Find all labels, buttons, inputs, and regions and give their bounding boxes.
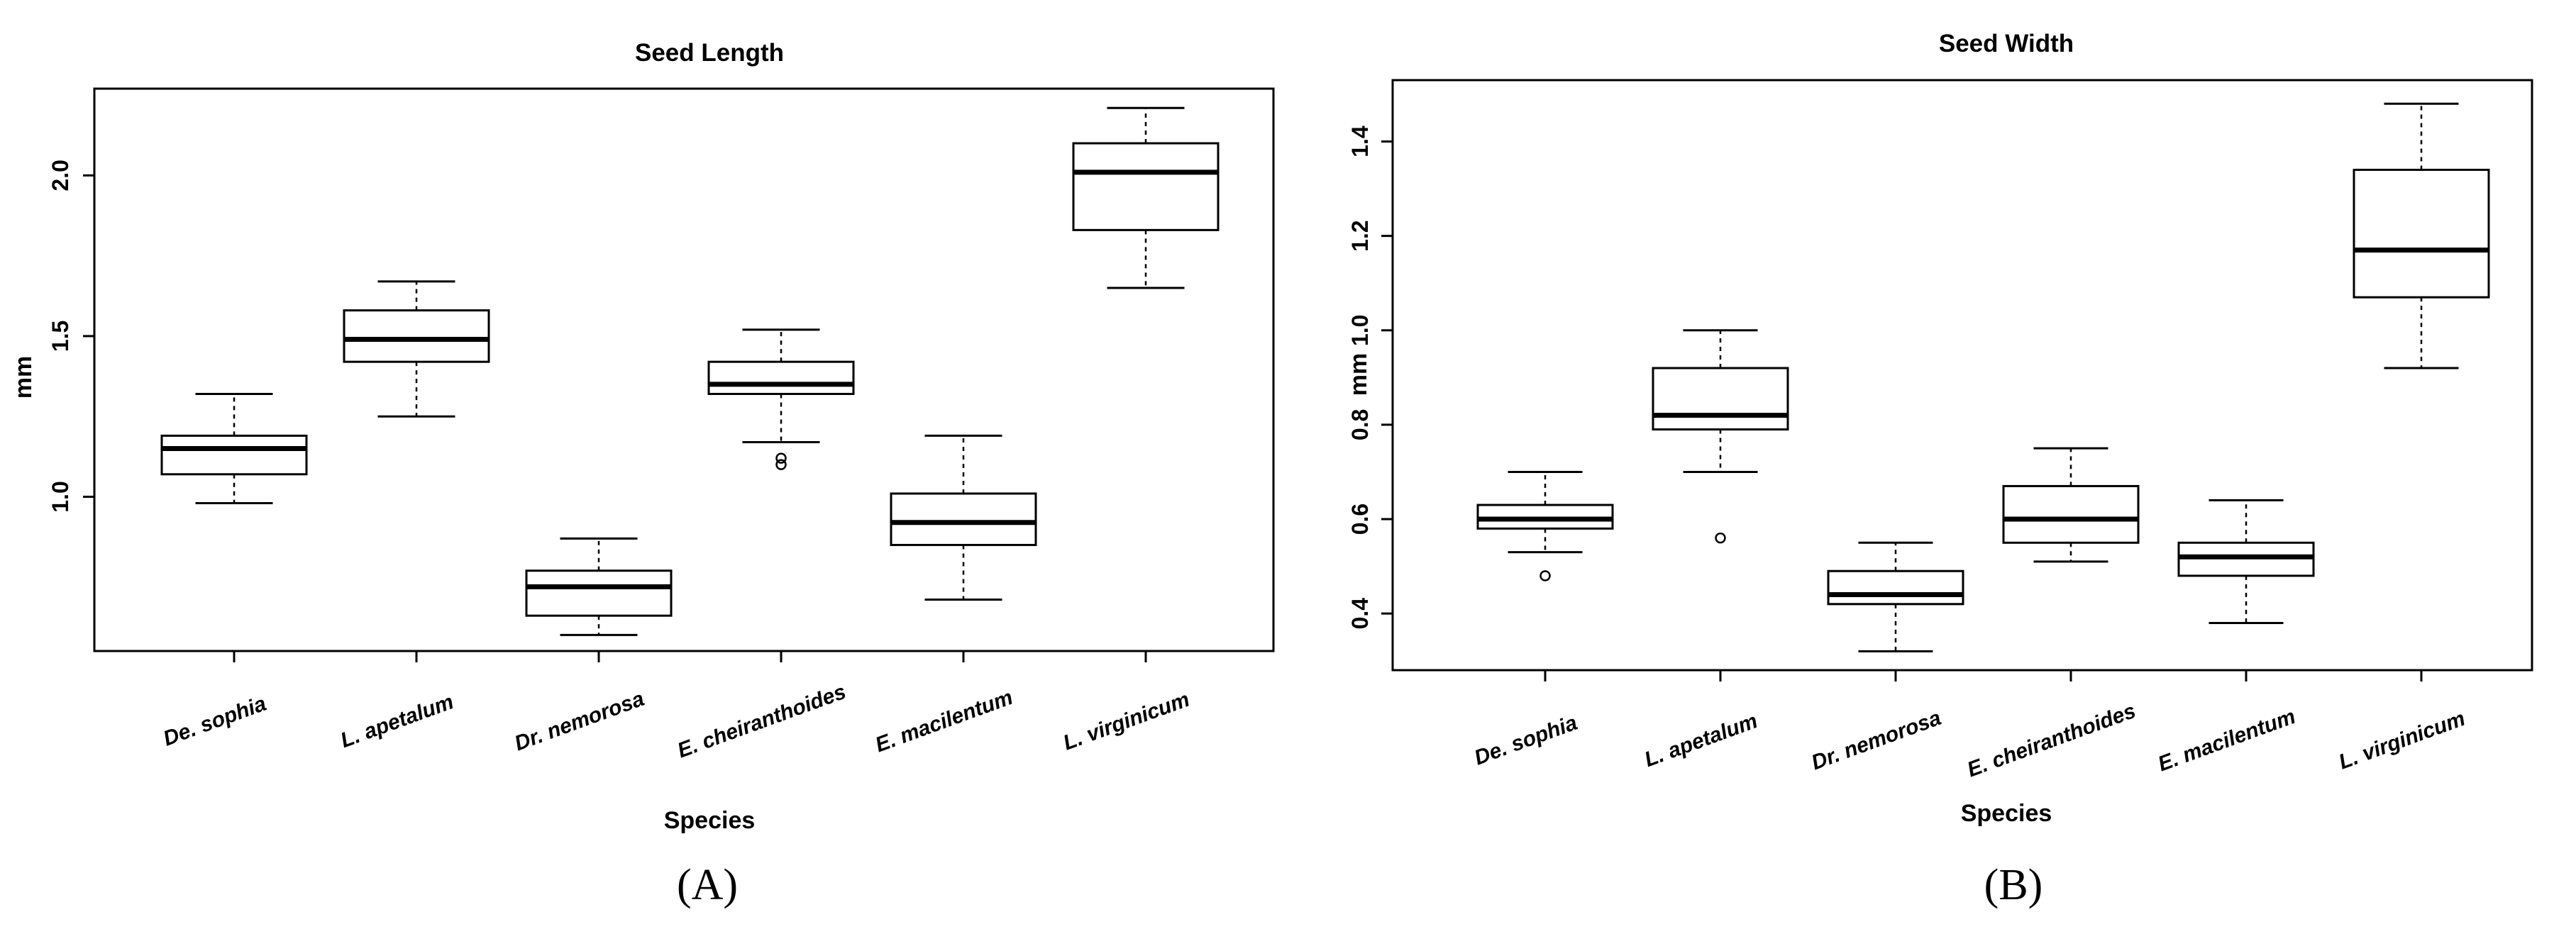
panel-label: (B) [1984, 861, 2043, 909]
box-3: E. cheiranthoides [675, 328, 855, 763]
outlier-point [1715, 532, 1726, 544]
x-axis-title: Species [1961, 800, 2052, 827]
iqr-box [343, 309, 490, 363]
x-tick-label: L. virginicum [2335, 707, 2468, 774]
x-tick-label: L. virginicum [1060, 688, 1193, 755]
outlier-point [775, 452, 787, 464]
box-4: E. macilentum [873, 434, 1037, 757]
plot-frame [1391, 79, 2533, 672]
y-tick-label: 1.0 [1347, 315, 1373, 346]
y-tick-label: 0.6 [1347, 504, 1373, 535]
x-tick-label: E. cheiranthoides [1964, 699, 2139, 782]
box-0: De. sophia [1471, 470, 1614, 770]
iqr-box [2353, 168, 2490, 299]
plot-frame [93, 87, 1275, 652]
x-tick-label: L. apetalum [338, 690, 457, 752]
outlier-point [1539, 570, 1551, 582]
iqr-box [1072, 142, 1220, 231]
x-axis-title: Species [664, 807, 756, 834]
seed-width-panel: Seed Width 0.4 0.6 0.8 1.0 1.2 1.4 mm Species (B)… [1345, 30, 2533, 909]
box-5: L. virginicum [2335, 102, 2490, 774]
chart-title: Seed Width [1939, 30, 2074, 57]
x-tick-label: L. apetalum [1642, 709, 1761, 772]
y-axis-title: mm [10, 356, 37, 399]
box-0: De. sophia [160, 392, 308, 751]
y-axis-title: mm [1345, 353, 1372, 396]
box-1: L. apetalum [338, 280, 490, 752]
iqr-box [890, 492, 1037, 546]
iqr-box [160, 434, 308, 476]
y-tick-label: 1.2 [1347, 220, 1373, 251]
iqr-box [525, 569, 673, 617]
box-2: Dr. nemorosa [512, 537, 673, 756]
x-tick-label: De. sophia [1471, 711, 1581, 770]
seed-length-panel: Seed Length 1.0 1.5 2.0 mm Species (A) De. soph… [10, 39, 1275, 909]
box-3: E. cheiranthoides [1964, 447, 2140, 782]
y-tick-label: 2.0 [48, 160, 73, 191]
iqr-box [1827, 569, 1964, 606]
y-tick-label: 1.5 [48, 321, 73, 352]
x-tick-label: Dr. nemorosa [1808, 706, 1944, 775]
iqr-box [707, 360, 855, 395]
x-tick-label: Dr. nemorosa [512, 687, 647, 756]
outlier-point [775, 459, 787, 470]
iqr-box [2002, 484, 2140, 544]
x-tick-label: E. cheiranthoides [675, 680, 849, 763]
x-tick-label: E. macilentum [873, 686, 1016, 757]
y-tick-label: 0.4 [1347, 598, 1373, 630]
box-4: E. macilentum [2155, 499, 2315, 777]
iqr-box [1652, 367, 1789, 431]
y-tick-label: 1.0 [48, 481, 73, 512]
x-tick-label: E. macilentum [2155, 705, 2299, 777]
chart-title: Seed Length [635, 39, 784, 67]
box-2: Dr. nemorosa [1808, 541, 1964, 775]
y-tick-label: 1.4 [1347, 126, 1373, 157]
box-1: L. apetalum [1642, 329, 1789, 772]
y-tick-label: 0.8 [1347, 409, 1373, 440]
x-tick-label: De. sophia [160, 692, 270, 751]
panel-label: (A) [677, 861, 738, 909]
box-5: L. virginicum [1060, 106, 1220, 755]
